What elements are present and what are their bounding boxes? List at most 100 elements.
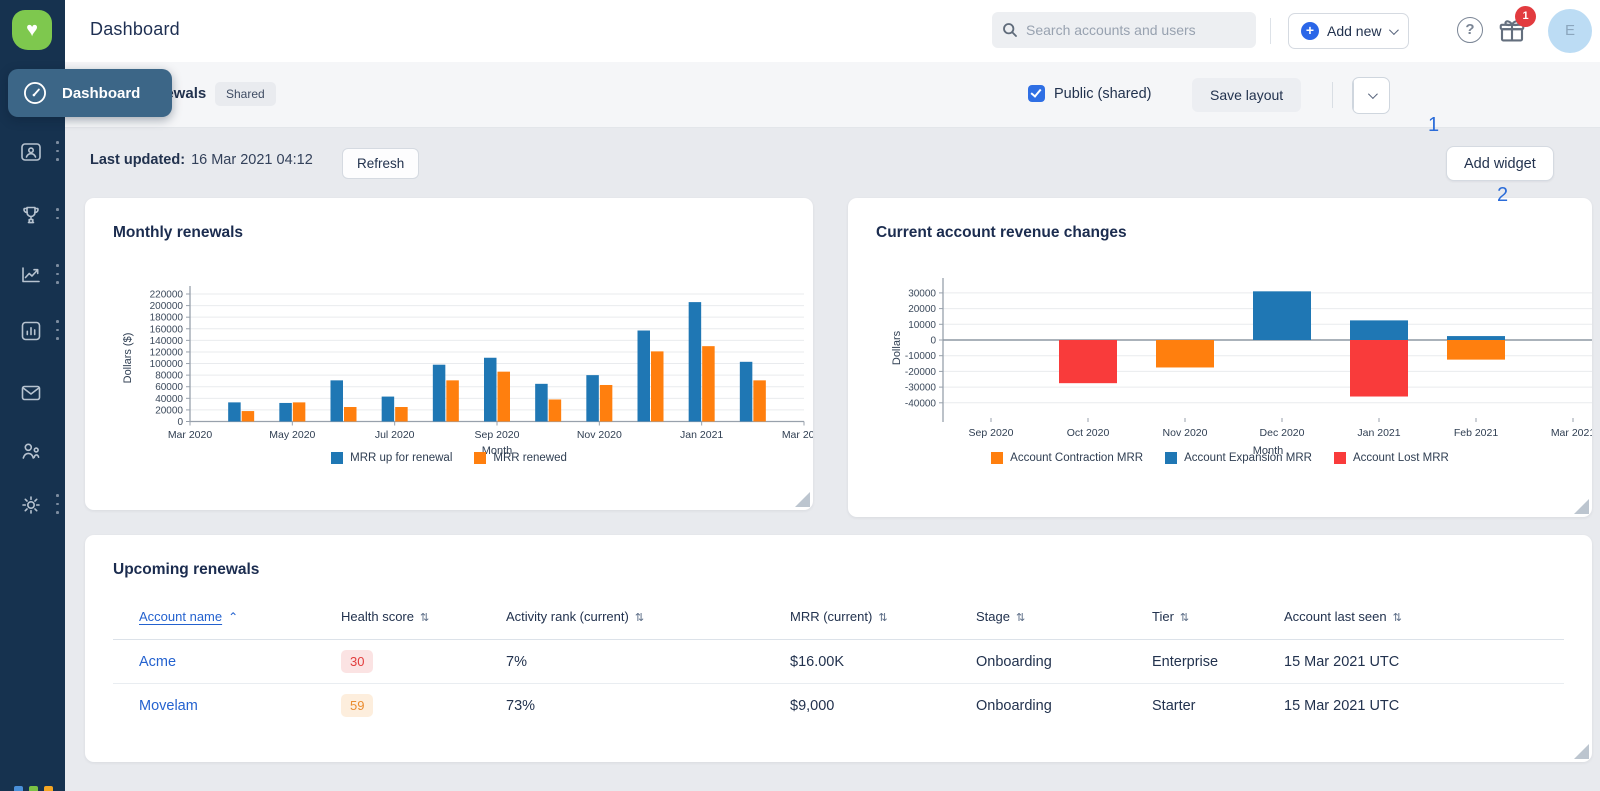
svg-text:160000: 160000 <box>150 324 184 335</box>
sort-icon: ⇅ <box>1179 612 1190 624</box>
user-avatar[interactable]: E <box>1548 9 1592 53</box>
svg-text:100000: 100000 <box>150 359 184 370</box>
sidebar-item-dashboard[interactable]: Dashboard <box>8 69 172 117</box>
stage-cell: Onboarding <box>976 639 1152 684</box>
integration-green-icon <box>29 786 38 791</box>
legend-swatch-icon <box>1333 452 1346 464</box>
last-updated: Last updated: 16 Mar 2021 04:12 <box>90 152 313 168</box>
app-logo[interactable]: ♥ <box>12 10 52 50</box>
svg-text:80000: 80000 <box>155 371 183 382</box>
settings-icon[interactable] <box>19 493 43 517</box>
public-checkbox[interactable] <box>1028 85 1045 102</box>
widget-title: Current account revenue changes <box>876 224 1127 241</box>
svg-text:Feb 2021: Feb 2021 <box>1454 427 1499 439</box>
legend-item: MRR renewed <box>474 452 567 464</box>
global-search[interactable] <box>992 12 1256 48</box>
revenue-changes-widget: Current account revenue changes 30000 200… <box>848 198 1592 517</box>
legend-item: Account Lost MRR <box>1333 452 1449 464</box>
column-header-tier[interactable]: Tier ⇅ <box>1152 601 1284 640</box>
monthly-renewals-chart: 0200004000060000800001000001200001400001… <box>122 286 813 457</box>
success-dots <box>56 208 60 220</box>
users-icon[interactable] <box>19 439 43 463</box>
svg-text:220000: 220000 <box>150 290 184 301</box>
add-widget-button[interactable]: Add widget <box>1446 146 1554 181</box>
accounts-icon[interactable] <box>19 140 43 164</box>
legend-swatch-icon <box>331 452 344 464</box>
sort-icon: ⇅ <box>1015 612 1026 624</box>
search-input[interactable] <box>1026 22 1246 38</box>
accounts-dots <box>56 141 60 161</box>
mrr-cell: $9,000 <box>790 697 835 714</box>
add-new-button[interactable]: + Add new <box>1288 13 1410 49</box>
column-header-stage[interactable]: Stage ⇅ <box>976 601 1152 640</box>
dashboard-canvas: Last updated: 16 Mar 2021 04:12 Refresh A… <box>65 128 1600 791</box>
refresh-button[interactable]: Refresh <box>342 148 420 179</box>
svg-text:Oct 2020: Oct 2020 <box>1067 427 1110 439</box>
svg-text:30000: 30000 <box>908 288 936 299</box>
last-updated-value: 16 Mar 2021 04:12 <box>191 152 313 168</box>
insights-dots <box>56 264 60 284</box>
activity-rank-cell: 73% <box>506 697 536 714</box>
reports-icon[interactable] <box>19 319 43 343</box>
column-label: Activity rank (current) <box>506 609 629 624</box>
sidebar: ♥ <box>0 0 65 791</box>
svg-text:40000: 40000 <box>155 394 183 405</box>
svg-text:-30000: -30000 <box>905 383 937 394</box>
account-link[interactable]: Acme <box>139 653 177 670</box>
column-label: Tier <box>1152 609 1174 624</box>
svg-text:May 2020: May 2020 <box>269 429 315 441</box>
column-header-account-last-seen[interactable]: Account last seen ⇅ <box>1284 601 1564 640</box>
svg-text:Jul 2020: Jul 2020 <box>375 429 415 441</box>
svg-text:-20000: -20000 <box>905 367 937 378</box>
success-icon[interactable] <box>19 203 43 227</box>
upcoming-renewals-widget: Upcoming renewals Account name ⌃ Health sc… <box>85 535 1592 762</box>
last-updated-label: Last updated: <box>90 152 186 168</box>
heart-icon: ♥ <box>26 19 38 41</box>
svg-text:Mar 2020: Mar 2020 <box>168 429 213 441</box>
public-checkbox-label: Public (shared) <box>1054 85 1152 102</box>
top-header: Dashboard + Add new ? 1 E <box>65 0 1600 62</box>
column-label: Account name <box>139 609 223 624</box>
tier-cell: Starter <box>1152 697 1196 714</box>
sort-icon: ⇅ <box>634 612 645 624</box>
mrr-cell: $16.00K <box>790 639 976 684</box>
tutorial-step-2: 2 <box>1497 184 1509 206</box>
insights-icon[interactable] <box>19 263 43 287</box>
svg-text:0: 0 <box>930 336 936 347</box>
monthly-renewals-widget: Monthly renewals 0 20000 40000 60000 80000 10… <box>85 198 813 510</box>
column-header-account-name[interactable]: Account name ⌃ <box>113 601 341 640</box>
active-nav-label: Dashboard <box>62 84 141 102</box>
new-dashboard-dropdown[interactable] <box>1353 78 1389 113</box>
legend-swatch-icon <box>474 452 487 464</box>
new-dashboard-button[interactable]: + New dashboard <box>1352 77 1390 114</box>
save-layout-button[interactable]: Save layout <box>1192 78 1302 112</box>
health-score-badge: 59 <box>341 694 374 718</box>
svg-text:Nov 2020: Nov 2020 <box>1163 427 1208 439</box>
resize-grip[interactable] <box>1574 744 1589 759</box>
stage-cell: Onboarding <box>976 697 1052 714</box>
svg-text:-40000: -40000 <box>905 398 937 409</box>
column-header-activity-rank-current[interactable]: Activity rank (current) ⇅ <box>506 601 790 640</box>
svg-text:200000: 200000 <box>150 301 184 312</box>
svg-text:Jan 2021: Jan 2021 <box>1357 427 1400 439</box>
svg-text:120000: 120000 <box>150 347 184 358</box>
inbox-icon[interactable] <box>19 381 43 405</box>
table-row: Movelam 59 73% $9,000 Onboarding Starter 15 Ma… <box>113 684 1564 728</box>
legend-item: Account Expansion MRR <box>1165 452 1312 464</box>
svg-text:-10000: -10000 <box>905 351 937 362</box>
search-icon <box>1003 23 1017 37</box>
legend-item: MRR up for renewal <box>331 452 452 464</box>
integration-orange-icon <box>44 786 53 791</box>
column-header-health-score[interactable]: Health score ⇅ <box>341 601 506 640</box>
shared-badge: Shared <box>215 82 276 106</box>
legend-swatch-icon <box>1165 452 1178 464</box>
public-shared-toggle[interactable]: Public (shared) <box>1028 85 1152 102</box>
dashboard-toolbar: Renewals Shared Public (shared) Save lay… <box>65 62 1600 136</box>
upcoming-renewals-table: Account name ⌃ Health score ⇅ Activity rank … <box>113 601 1564 728</box>
svg-text:Dec 2020: Dec 2020 <box>1260 427 1305 439</box>
notification-badge[interactable]: 1 <box>1515 6 1536 27</box>
settings-dots <box>56 494 60 514</box>
account-link[interactable]: Movelam <box>139 697 198 714</box>
column-header-mrr-current[interactable]: MRR (current) ⇅ <box>790 601 976 640</box>
help-button[interactable]: ? <box>1457 17 1483 43</box>
